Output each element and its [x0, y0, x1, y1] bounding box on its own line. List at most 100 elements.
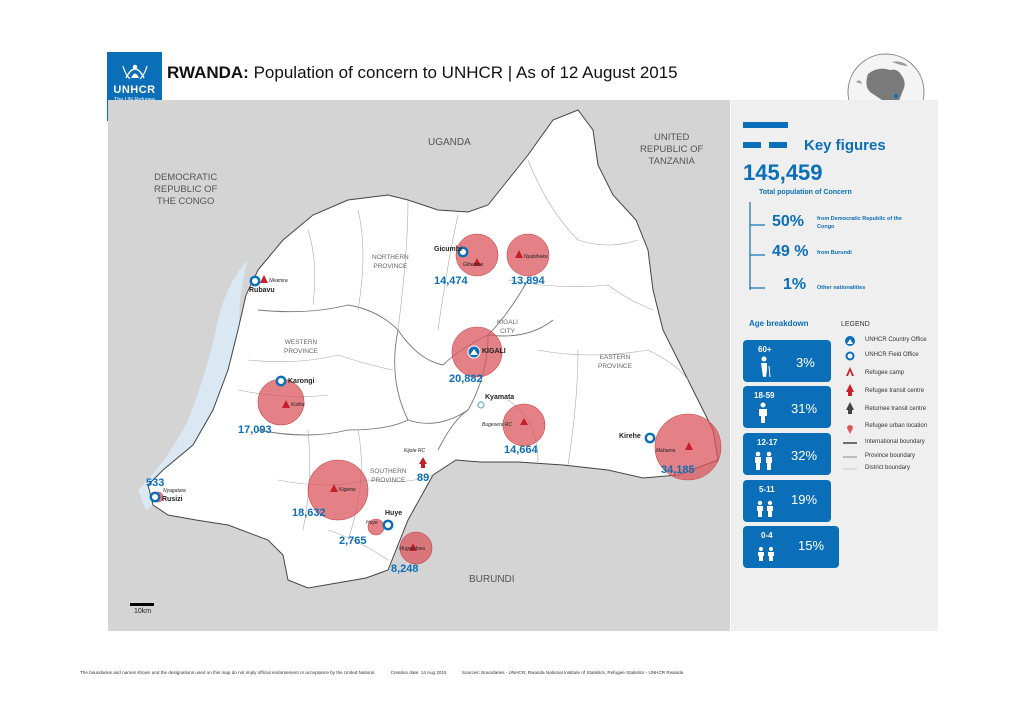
legend-label-urban-location: Refugee urban location [865, 423, 928, 429]
kiziba-camp-icon [282, 400, 290, 408]
adult-person-icon [759, 402, 767, 423]
nyabiheke-camp-icon [515, 250, 523, 258]
bugesera-transit-icon [520, 418, 528, 425]
legend-label-district-boundary: District boundary [865, 465, 911, 471]
gicumbi-label: Gicumbi [434, 246, 463, 253]
kigali-population: 20,882 [449, 373, 483, 385]
burundi-label: BURUNDI [469, 574, 515, 585]
other-share: 1% [783, 276, 807, 293]
mugombwa-name: Mugombwa [399, 546, 425, 552]
age-range-0-4: 0-4 [761, 531, 773, 540]
gihembe-population: 14,474 [434, 275, 468, 287]
karongi-label: Karongi [288, 378, 315, 385]
southern-label-line1: SOUTHERN [370, 468, 407, 475]
huye-label: Huye [385, 510, 403, 517]
age-pct-0-4: 15% [798, 538, 825, 553]
title-country: RWANDA: [167, 63, 249, 82]
logo-name: UNHCR [113, 84, 156, 96]
tanzania-label: UNITED REPUBLIC OF TANZANIA [640, 132, 703, 168]
legend-field-office-icon [845, 351, 855, 361]
western-province-label: WESTERN PROVINCE [284, 338, 318, 356]
title-date: As of 12 August 2015 [516, 63, 678, 82]
drc-label-line1: DEMOCRATIC [154, 172, 218, 183]
page-title: RWANDA: Population of concern to UNHCR |… [167, 63, 678, 83]
drc-share-label: from Democratic Republic of the Congo [817, 216, 902, 230]
age-group-0-4: 0-4 15% [743, 526, 839, 568]
mugombwa-population: 8,248 [391, 563, 419, 575]
legend-label-international-boundary: International boundary [865, 439, 925, 445]
legend-transit-centre-icon [846, 384, 854, 396]
legend-heading: LEGEND [841, 321, 870, 328]
burundi-share-label: from Burundi [817, 250, 852, 256]
mugombwa-camp-icon [409, 543, 417, 551]
figures-icon-top-bar [743, 122, 788, 128]
northern-province-label: NORTHERN PROVINCE [372, 253, 409, 271]
western-label-line2: PROVINCE [284, 348, 318, 355]
age-pct-12-17: 32% [791, 448, 818, 463]
age-range-12-17: 12-17 [757, 438, 778, 447]
bugesera-name: Bugesera RC [482, 422, 513, 428]
total-population-label: Total population of Concern [759, 189, 852, 196]
huye-office-icon [382, 519, 394, 531]
tanzania-label-line2: REPUBLIC OF [640, 144, 704, 155]
northern-label-line2: PROVINCE [373, 263, 408, 270]
kigali-city-label: KIGALI CITY [497, 318, 518, 336]
age-range-18-59: 18-59 [754, 391, 775, 400]
eastern-label-line1: EASTERN [599, 354, 631, 361]
burundi-share: 49 % [772, 243, 809, 260]
kijote-population: 89 [417, 472, 430, 484]
age-group-5-11: 5-11 19% [743, 480, 831, 522]
uganda-label: UGANDA [428, 137, 471, 148]
huye-urban-population: 2,765 [339, 535, 367, 547]
disclaimer-text: The boundaries and names shown and the d… [80, 670, 376, 675]
northern-label-line1: NORTHERN [372, 254, 409, 261]
legend-refugee-camp-icon [846, 367, 854, 376]
eastern-province-label: EASTERN PROVINCE [598, 353, 632, 371]
scale-bar [130, 603, 154, 606]
sources-text: Sources: Boundaries - UNHCR, Rwanda Nati… [461, 670, 684, 675]
drc-label-line3: THE CONGO [156, 196, 215, 207]
total-population: 145,459 [743, 160, 823, 185]
mahama-name: Mahama [656, 448, 676, 454]
gihembe-circle [455, 233, 499, 277]
southern-province-label: SOUTHERN PROVINCE [370, 467, 406, 485]
kigali-city-label-line2: CITY [500, 328, 515, 335]
southern-label-line2: PROVINCE [371, 477, 406, 484]
teenagers-icon [755, 451, 772, 470]
legend-symbols [843, 336, 857, 470]
tanzania-label-line1: UNITED [653, 132, 690, 143]
nyabiheke-circle [506, 233, 550, 277]
kigeme-name: Kigeme [339, 487, 356, 493]
figures-icon-left-bar [743, 142, 761, 148]
kigeme-circle [307, 459, 369, 521]
gihembe-camp-icon [473, 258, 481, 266]
creation-date: Creation date: 14 Aug 2015 [390, 670, 447, 675]
legend-label-field-office: UNHCR Field Office [865, 352, 919, 358]
nkamira-name: Nkamira [269, 278, 288, 284]
age-group-60plus: 60+ 3% [743, 340, 831, 382]
footer-disclaimer: The boundaries and names shown and the d… [80, 670, 697, 675]
mahama-population: 34,185 [661, 464, 695, 476]
figures-icon-right-bar [769, 142, 787, 148]
kigeme-camp-icon [330, 484, 338, 492]
legend-label-country-office: UNHCR Country Office [865, 337, 927, 343]
age-range-60plus: 60+ [758, 345, 772, 354]
legend-label-province-boundary: Province boundary [865, 453, 916, 459]
kyamata-urban-icon [477, 401, 485, 409]
rwanda-territory [147, 109, 719, 589]
drc-label: DEMOCRATIC REPUBLIC OF THE CONGO [154, 172, 217, 208]
nyabiheke-population: 13,894 [511, 275, 545, 287]
rubavu-label: Rubavu [249, 287, 275, 294]
kyamata-label: Kyamata [485, 394, 515, 401]
legend-returnee-centre-icon [846, 402, 854, 414]
age-breakdown-heading: Age breakdown [749, 319, 809, 328]
map-base [130, 109, 722, 606]
toddlers-icon [758, 547, 774, 561]
age-pct-60plus: 3% [796, 355, 815, 370]
kigali-label: KIGALI [482, 348, 506, 355]
scale-label: 10km [134, 608, 152, 615]
mugombwa-circle [399, 531, 433, 565]
age-pct-18-59: 31% [791, 401, 818, 416]
mahama-camp-icon [685, 442, 693, 450]
kiziba-population: 17,093 [238, 424, 272, 436]
